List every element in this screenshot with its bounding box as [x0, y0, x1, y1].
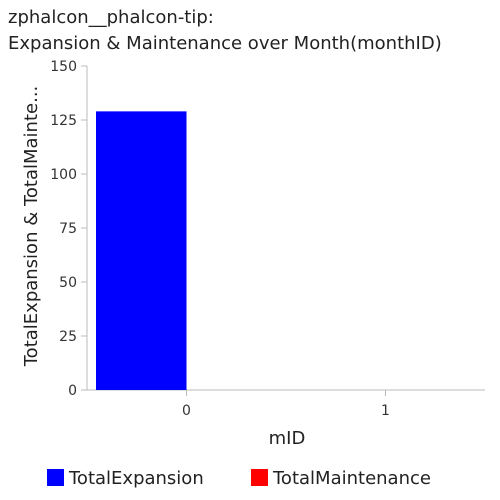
- legend-swatch-totalmaintenance: [251, 469, 268, 486]
- y-tick-label: 125: [50, 113, 77, 129]
- bars: [96, 111, 187, 391]
- chart-title-line-1: zphalcon__phalcon-tip:: [8, 7, 214, 28]
- x-tick-label: 1: [381, 403, 390, 419]
- y-tick-label: 50: [59, 275, 77, 291]
- y-tick-label: 100: [50, 167, 77, 183]
- y-axis-label: TotalExpansion & TotalMainte...: [21, 86, 42, 368]
- bar-totalexpansion-0: [96, 111, 187, 391]
- legend: TotalExpansion TotalMaintenance: [47, 468, 431, 489]
- y-tick-label: 0: [68, 383, 77, 399]
- chart-title-line-2: Expansion & Maintenance over Month(month…: [8, 33, 442, 54]
- y-tick-label: 150: [50, 59, 77, 75]
- x-tick-label: 0: [182, 403, 191, 419]
- legend-swatch-totalexpansion: [47, 469, 64, 486]
- legend-label-totalexpansion: TotalExpansion: [68, 468, 204, 489]
- y-tick-label: 25: [59, 329, 77, 345]
- x-axis-label: mID: [269, 428, 306, 449]
- legend-label-totalmaintenance: TotalMaintenance: [272, 468, 431, 489]
- y-tick-label: 75: [59, 221, 77, 237]
- tick-labels: 0 25 50 75 100 125 150 0 1: [50, 59, 390, 419]
